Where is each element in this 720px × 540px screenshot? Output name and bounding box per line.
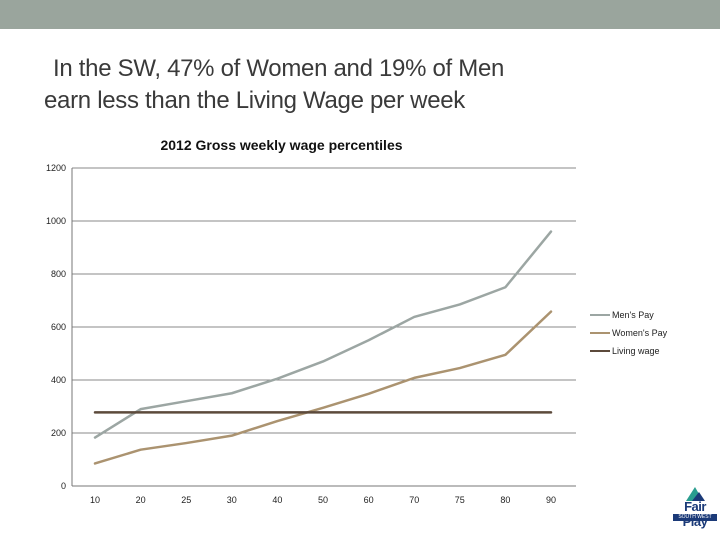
legend-label: Women's Pay <box>612 328 668 338</box>
y-tick-label: 800 <box>51 269 66 279</box>
x-tick-label: 10 <box>90 495 100 505</box>
x-tick-label: 75 <box>455 495 465 505</box>
mens-pay-line <box>93 230 553 439</box>
x-tick-label: 20 <box>136 495 146 505</box>
top-bar <box>0 0 720 29</box>
y-tick-label: 400 <box>51 375 66 385</box>
mountain-logo-icon <box>686 487 705 501</box>
fair-play-logo: Fair Play SOUTH WEST <box>672 485 718 529</box>
y-tick-label: 1000 <box>46 216 66 226</box>
chart-title: 2012 Gross weekly wage percentiles <box>160 137 403 153</box>
x-tick-label: 90 <box>546 495 556 505</box>
x-tick-label: 40 <box>272 495 282 505</box>
slide-title-line-1: In the SW, 47% of Women and 19% of Men <box>53 55 505 82</box>
logo-subtitle: SOUTH WEST <box>673 514 717 521</box>
x-tick-label: 25 <box>181 495 191 505</box>
x-tick-label: 80 <box>500 495 510 505</box>
womens-pay-line <box>93 310 553 465</box>
y-tick-label: 1200 <box>46 163 66 173</box>
x-tick-label: 50 <box>318 495 328 505</box>
slide-title: In the SW, 47% of Women and 19% of Men e… <box>44 53 604 117</box>
y-tick-label: 600 <box>51 322 66 332</box>
legend-label: Men's Pay <box>612 310 654 320</box>
y-tick-label: 200 <box>51 428 66 438</box>
y-tick-label: 0 <box>61 481 66 491</box>
legend-label: Living wage <box>612 346 660 356</box>
x-tick-label: 60 <box>364 495 374 505</box>
x-tick-label: 30 <box>227 495 237 505</box>
slide-title-line-2: earn less than the Living Wage per week <box>44 87 465 114</box>
x-tick-label: 70 <box>409 495 419 505</box>
